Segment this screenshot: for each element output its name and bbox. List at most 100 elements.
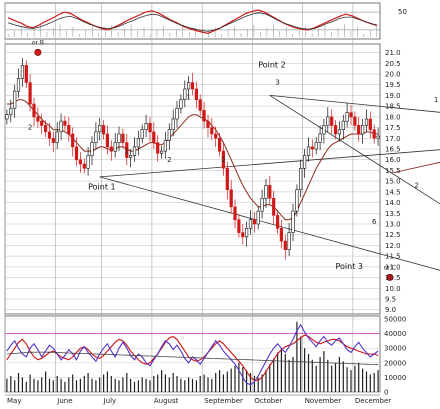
price-tick-label: 18.0 bbox=[385, 113, 401, 121]
price-tick-label: 16.5 bbox=[385, 146, 401, 154]
candle-body bbox=[260, 198, 264, 212]
volume-line-3 bbox=[6, 351, 379, 366]
trendline bbox=[393, 161, 440, 173]
candle-body bbox=[71, 133, 75, 148]
candle-body bbox=[210, 127, 214, 135]
candle-body bbox=[105, 133, 109, 148]
price-tick-label: 13.5 bbox=[385, 210, 401, 218]
price-tick-label: 11.5 bbox=[385, 253, 401, 261]
trendline bbox=[99, 149, 440, 178]
candle-body bbox=[283, 240, 287, 251]
candle-body bbox=[47, 131, 52, 139]
candle-body bbox=[148, 123, 152, 133]
month-label: September bbox=[204, 397, 243, 405]
candle-body bbox=[221, 150, 226, 169]
price-tick-label: 12.5 bbox=[385, 231, 401, 239]
candle-body bbox=[372, 129, 376, 139]
candle-body bbox=[156, 142, 160, 154]
trendline bbox=[99, 176, 440, 271]
candle-body bbox=[5, 114, 9, 120]
candle-body bbox=[36, 116, 40, 122]
candle-body bbox=[245, 228, 249, 238]
candle-body bbox=[63, 120, 67, 126]
month-label: August bbox=[154, 397, 179, 405]
wave-label: 2 bbox=[167, 156, 171, 164]
price-tick-label: 13.0 bbox=[385, 221, 401, 229]
candle-body bbox=[341, 120, 345, 130]
candle-body bbox=[237, 219, 241, 233]
month-label: May bbox=[7, 397, 21, 405]
candle-body bbox=[132, 146, 137, 156]
candle-body bbox=[102, 125, 106, 135]
candle-body bbox=[194, 88, 199, 100]
point-label: Point 2 bbox=[258, 61, 286, 70]
price-tick-label: 12.0 bbox=[385, 242, 401, 250]
candle-body bbox=[202, 110, 206, 122]
candle-body bbox=[318, 133, 322, 143]
candle-body bbox=[59, 120, 63, 133]
candle-body bbox=[353, 116, 357, 126]
candle-body bbox=[241, 232, 245, 238]
price-tick-label: 15.0 bbox=[385, 178, 401, 186]
candle-body bbox=[40, 120, 44, 126]
axes: 21.020.520.019.519.018.518.017.517.016.5… bbox=[5, 8, 407, 405]
volume-tick-label: 50000 bbox=[384, 315, 406, 323]
candle-body bbox=[140, 129, 144, 139]
volume-tick-label: 20000 bbox=[384, 359, 406, 367]
oscillator-line-2 bbox=[7, 12, 377, 32]
candle-body bbox=[113, 142, 117, 152]
candle-body bbox=[337, 129, 342, 135]
trendline bbox=[269, 95, 440, 113]
point-label: Point 1 bbox=[88, 183, 116, 192]
candle-body bbox=[360, 125, 365, 135]
candle-body bbox=[229, 189, 233, 208]
candle-body bbox=[190, 82, 195, 90]
candle-body bbox=[163, 140, 168, 152]
price-tick-label: 21.0 bbox=[385, 49, 401, 57]
candle-body bbox=[364, 118, 369, 126]
candle-body bbox=[357, 125, 361, 135]
candle-body bbox=[13, 90, 17, 109]
price-tick-label: 11.0 bbox=[385, 263, 401, 271]
annotation-marker bbox=[34, 48, 42, 56]
candle-body bbox=[125, 142, 129, 158]
candle-body bbox=[121, 133, 125, 143]
candle-body bbox=[330, 116, 334, 126]
candle-body bbox=[74, 146, 79, 161]
wave-label: 2 bbox=[414, 182, 418, 190]
candle-body bbox=[225, 168, 229, 191]
candle-body bbox=[43, 125, 48, 133]
candle-body bbox=[82, 163, 86, 169]
candle-body bbox=[248, 219, 253, 229]
candle-body bbox=[20, 65, 25, 79]
candle-body bbox=[198, 99, 202, 111]
candle-body bbox=[24, 65, 28, 83]
candle-body bbox=[233, 206, 237, 221]
price-tick-label: 15.5 bbox=[385, 167, 401, 175]
candle-body bbox=[291, 210, 295, 233]
wave-label: 6 bbox=[372, 218, 377, 226]
candle-body bbox=[94, 131, 98, 143]
candle-body bbox=[187, 82, 191, 90]
candle-body bbox=[218, 138, 222, 152]
price-tick-label: 20.5 bbox=[385, 60, 401, 68]
candle-body bbox=[28, 82, 32, 105]
volume-panel bbox=[5, 321, 380, 392]
candle-body bbox=[252, 219, 257, 225]
candle-body bbox=[299, 168, 303, 191]
month-label: October bbox=[254, 397, 282, 405]
candle-body bbox=[32, 103, 36, 118]
price-tick-label: 10.5 bbox=[385, 274, 401, 282]
candle-body bbox=[310, 146, 314, 150]
candle-body bbox=[376, 135, 380, 139]
candle-body bbox=[345, 112, 349, 122]
price-tick-label: 9.5 bbox=[385, 296, 396, 304]
candle-body bbox=[98, 125, 102, 133]
candle-body bbox=[90, 142, 94, 156]
candle-body bbox=[214, 133, 218, 139]
wave-label: 2 bbox=[221, 156, 225, 164]
candle-body bbox=[333, 125, 338, 135]
candle-body bbox=[152, 131, 156, 143]
